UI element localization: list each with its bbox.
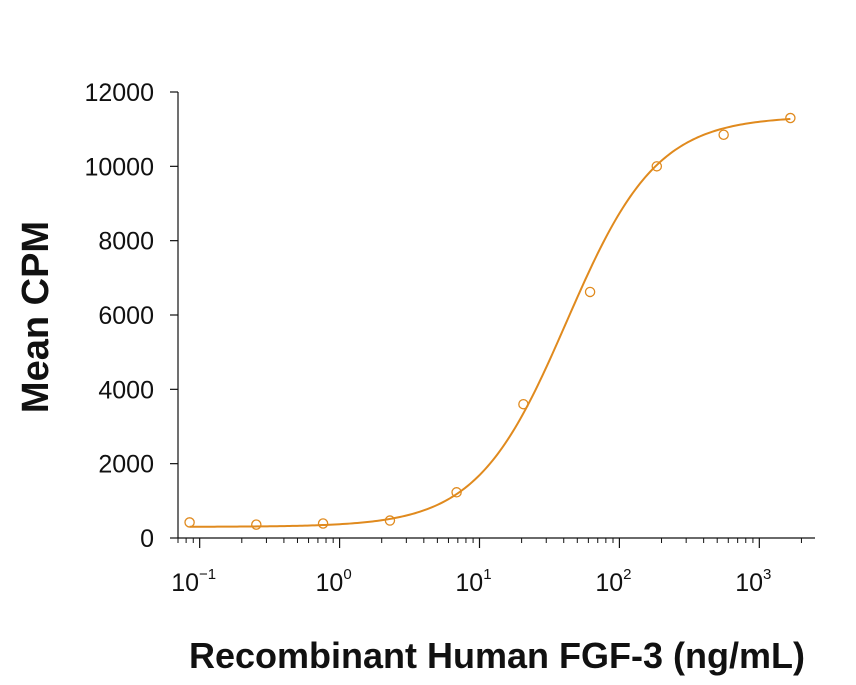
x-axis-title: Recombinant Human FGF-3 (ng/mL) [189, 635, 805, 676]
y-tick-label: 12000 [84, 79, 154, 107]
data-point [251, 519, 262, 530]
data-point [518, 398, 529, 410]
data-point [451, 487, 462, 498]
data-points [184, 112, 796, 530]
data-point [785, 112, 796, 124]
x-tick-label: 101 [455, 566, 491, 597]
y-axis-title: Mean CPM [15, 221, 57, 413]
data-point [184, 517, 195, 528]
y-tick-label: 8000 [98, 228, 154, 256]
y-tick-label: 10000 [84, 153, 154, 181]
x-axis-ticks: 10−1 100 101 102 103 [171, 538, 802, 597]
data-point [718, 129, 729, 140]
axes [177, 92, 815, 539]
data-point [584, 286, 596, 298]
data-point [651, 161, 663, 172]
data-point [384, 515, 396, 526]
fit-curve [189, 117, 791, 528]
x-tick-label: 102 [595, 566, 631, 597]
x-tick-label: 103 [735, 566, 771, 597]
data-point [317, 518, 329, 529]
x-tick-label: 10−1 [171, 566, 216, 597]
y-tick-label: 2000 [98, 451, 154, 479]
x-tick-label: 100 [316, 566, 352, 597]
y-tick-label: 6000 [98, 302, 154, 330]
y-tick-label: 0 [140, 525, 154, 553]
y-axis-ticks: 0 2000 4000 6000 8000 10000 12000 [84, 79, 178, 553]
y-tick-label: 4000 [98, 376, 154, 404]
